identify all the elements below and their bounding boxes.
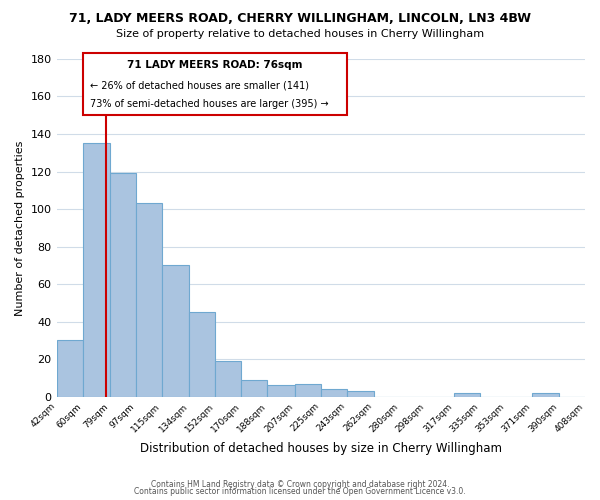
Bar (347, 391, 374, 396)
Bar (532, 393, 559, 396)
Text: Contains HM Land Registry data © Crown copyright and database right 2024.: Contains HM Land Registry data © Crown c… (151, 480, 449, 489)
Bar (56, 340, 83, 396)
Bar (321, 389, 347, 396)
Bar (83, 144, 110, 396)
Bar (454, 393, 479, 396)
Bar (162, 266, 190, 396)
Y-axis label: Number of detached properties: Number of detached properties (15, 140, 25, 316)
Bar (215, 361, 241, 396)
FancyBboxPatch shape (83, 54, 347, 115)
Bar (190, 312, 215, 396)
Text: 71, LADY MEERS ROAD, CHERRY WILLINGHAM, LINCOLN, LN3 4BW: 71, LADY MEERS ROAD, CHERRY WILLINGHAM, … (69, 12, 531, 26)
Text: Size of property relative to detached houses in Cherry Willingham: Size of property relative to detached ho… (116, 29, 484, 39)
Bar (295, 384, 321, 396)
Bar (136, 204, 162, 396)
Text: ← 26% of detached houses are smaller (141): ← 26% of detached houses are smaller (14… (90, 80, 309, 90)
X-axis label: Distribution of detached houses by size in Cherry Willingham: Distribution of detached houses by size … (140, 442, 502, 455)
Text: Contains public sector information licensed under the Open Government Licence v3: Contains public sector information licen… (134, 488, 466, 496)
Text: 73% of semi-detached houses are larger (395) →: 73% of semi-detached houses are larger (… (90, 99, 328, 109)
Bar (241, 380, 268, 396)
Text: 71 LADY MEERS ROAD: 76sqm: 71 LADY MEERS ROAD: 76sqm (127, 60, 302, 70)
Bar (110, 174, 136, 396)
Bar (268, 386, 295, 396)
